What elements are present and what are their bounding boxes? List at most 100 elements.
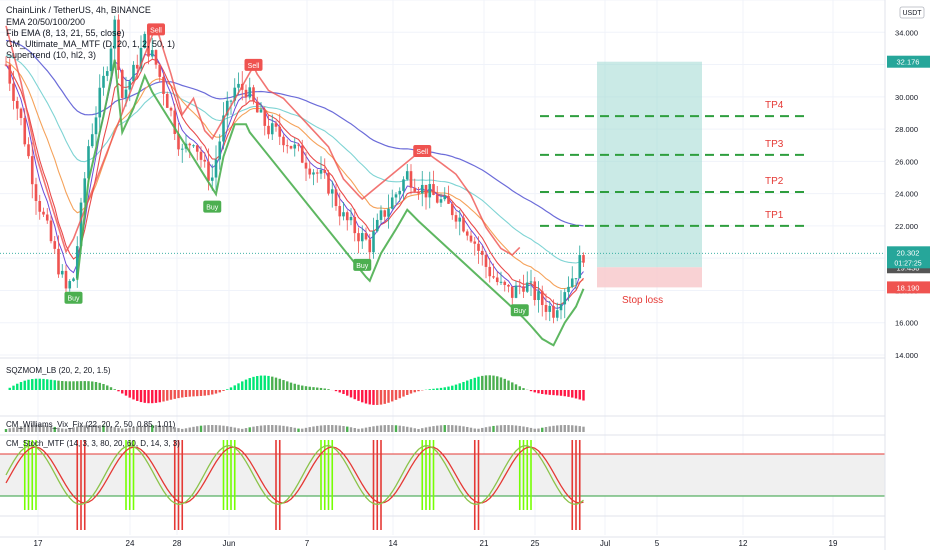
momentum-bar xyxy=(436,388,438,390)
momentum-bar xyxy=(549,390,551,395)
axis-background xyxy=(885,0,932,550)
indicator-label-supertrend[interactable]: Supertrend (10, hl2, 3) xyxy=(6,50,96,60)
candle-body xyxy=(522,286,525,292)
momentum-bar xyxy=(530,390,532,391)
candle-body xyxy=(481,251,484,255)
symbol-title[interactable]: ChainLink / TetherUS, 4h, BINANCE xyxy=(6,5,151,15)
tp-label-tp1: TP1 xyxy=(765,210,784,221)
vix-bar xyxy=(264,425,266,432)
signal-label: Sell xyxy=(150,27,162,34)
vix-bar xyxy=(421,428,423,432)
candle-body xyxy=(211,178,214,181)
vix-bar xyxy=(530,428,532,432)
momentum-bar xyxy=(444,387,446,390)
vix-bar xyxy=(470,428,472,432)
candle-body xyxy=(65,271,68,289)
vix-title[interactable]: CM_Williams_Vix_Fix (22, 20, 2, 50, 0.85… xyxy=(6,420,176,429)
momentum-bar xyxy=(485,375,487,390)
momentum-bar xyxy=(252,377,254,390)
momentum-bar xyxy=(170,390,172,400)
vix-bar xyxy=(500,425,502,432)
momentum-bar xyxy=(399,390,401,398)
vix-bar xyxy=(350,427,352,432)
candle-body xyxy=(158,65,161,77)
take-profit-zone xyxy=(597,62,702,268)
candle-body xyxy=(42,212,45,215)
candle-body xyxy=(365,233,368,239)
vix-bar xyxy=(519,426,521,432)
candle-body xyxy=(320,170,323,174)
candle-body xyxy=(477,244,480,251)
momentum-bar xyxy=(162,390,164,402)
stoch-title[interactable]: CM_Stoch_MTF (14, 3, 3, 80, 20, 60, D, 1… xyxy=(6,439,180,448)
candle-body xyxy=(170,108,173,111)
currency-label: USDT xyxy=(902,10,922,17)
candle-body xyxy=(361,233,364,241)
vix-bar xyxy=(365,428,367,432)
candle-body xyxy=(230,101,233,102)
vix-bar xyxy=(237,428,239,432)
momentum-bar xyxy=(560,390,562,396)
vix-bar xyxy=(474,428,476,432)
candle-body xyxy=(136,65,139,69)
momentum-bar xyxy=(65,381,67,390)
vix-bar xyxy=(245,428,247,432)
momentum-bar xyxy=(462,382,464,390)
candle-body xyxy=(511,287,514,298)
momentum-bar xyxy=(545,390,547,394)
vix-bar xyxy=(222,426,224,432)
vix-bar xyxy=(324,425,326,432)
time-axis-label: 25 xyxy=(531,539,540,548)
momentum-title[interactable]: SQZMOM_LB (20, 2, 20, 1.5) xyxy=(6,366,111,375)
candle-body xyxy=(128,81,131,89)
indicator-label-ultimate-ma[interactable]: CM_Ultimate_MA_MTF (D, 20, 1, 2, 50, 1) xyxy=(6,39,175,49)
vix-bar xyxy=(279,425,281,432)
momentum-bar xyxy=(519,386,521,390)
momentum-bar xyxy=(226,389,228,390)
vix-bar xyxy=(327,425,329,432)
vix-bar xyxy=(579,426,581,432)
vix-bar xyxy=(226,426,228,432)
momentum-bar xyxy=(144,390,146,403)
vix-bar xyxy=(294,428,296,432)
candle-body xyxy=(46,215,49,221)
candle-body xyxy=(215,159,218,177)
vix-bar xyxy=(297,429,299,432)
vix-bar xyxy=(545,427,547,432)
vix-bar xyxy=(335,425,337,432)
candle-body xyxy=(410,171,413,188)
candle-body xyxy=(38,201,41,212)
momentum-bar xyxy=(301,386,303,390)
momentum-bar xyxy=(95,382,97,390)
candle-body xyxy=(278,127,281,137)
momentum-bar xyxy=(290,383,292,390)
momentum-bar xyxy=(87,381,89,390)
vix-bar xyxy=(552,426,554,432)
candle-body xyxy=(458,218,461,222)
candle-body xyxy=(293,145,296,149)
price-axis[interactable]: 34.00032.00030.00028.00026.00024.00022.0… xyxy=(885,0,932,550)
vix-bar xyxy=(496,425,498,432)
candle-body xyxy=(406,171,409,179)
time-axis-label: 17 xyxy=(34,539,43,548)
momentum-bar xyxy=(192,390,194,396)
time-axis-label: 12 xyxy=(739,539,748,548)
momentum-bar xyxy=(522,388,524,390)
candle-body xyxy=(582,255,585,263)
indicator-label-ema[interactable]: EMA 20/50/100/200 xyxy=(6,17,85,27)
momentum-bar xyxy=(282,380,284,390)
momentum-bar xyxy=(125,390,127,396)
vix-bar xyxy=(320,425,322,432)
indicator-label-fib-ema[interactable]: Fib EMA (8, 13, 21, 55, close) xyxy=(6,28,125,38)
momentum-bar xyxy=(72,381,74,390)
candle-body xyxy=(372,231,375,252)
momentum-bar xyxy=(324,388,326,390)
momentum-bar xyxy=(114,389,116,390)
tp-label-tp3: TP3 xyxy=(765,139,784,150)
moving-averages xyxy=(6,41,584,309)
candle-body xyxy=(447,196,450,204)
momentum-bar xyxy=(429,389,431,390)
candle-body xyxy=(350,217,353,220)
